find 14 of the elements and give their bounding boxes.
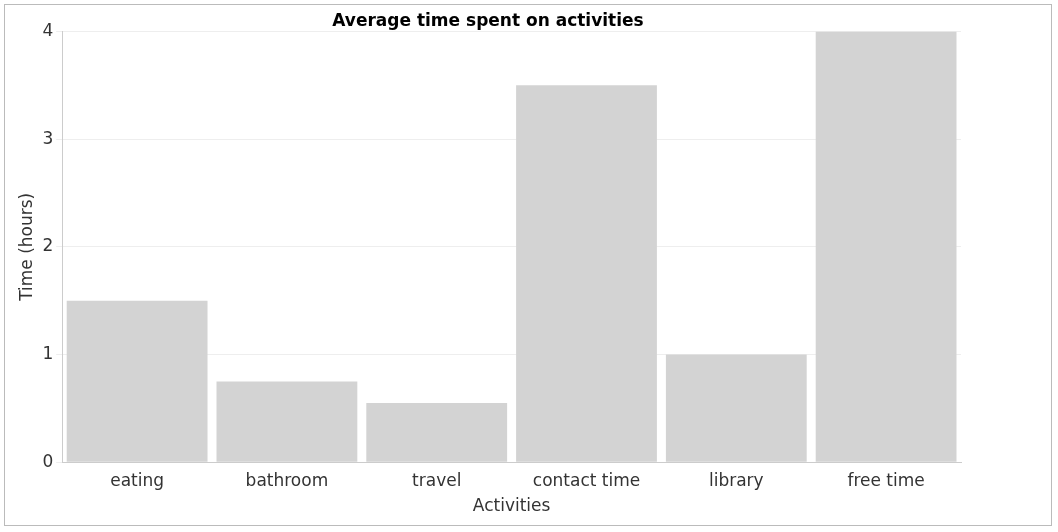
x-tick-label: free time bbox=[847, 469, 925, 490]
x-axis-title: Activities bbox=[472, 495, 551, 516]
x-tick-label: eating bbox=[110, 469, 165, 490]
y-tick-label: 2 bbox=[42, 235, 54, 256]
y-tick-label: 3 bbox=[42, 127, 54, 148]
x-tick-label: bathroom bbox=[245, 469, 329, 490]
x-tick-label: travel bbox=[412, 469, 462, 490]
y-tick-label: 0 bbox=[42, 450, 54, 471]
chart-title: Average time spent on activities bbox=[332, 9, 644, 30]
y-tick-label: 1 bbox=[42, 342, 54, 363]
y-tick-label: 4 bbox=[42, 19, 54, 40]
x-tick-label: contact time bbox=[532, 469, 641, 490]
x-tick-label: library bbox=[708, 469, 764, 490]
y-axis-title: Time (hours) bbox=[15, 192, 36, 302]
